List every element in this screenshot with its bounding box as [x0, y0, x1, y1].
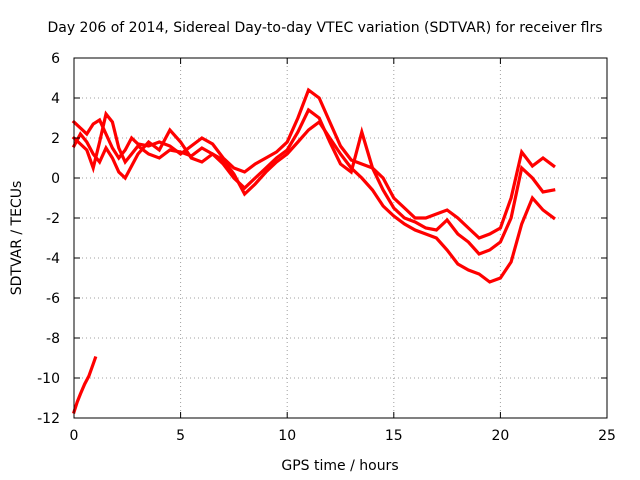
- y-tick-label: -8: [46, 331, 60, 347]
- chart-title: Day 206 of 2014, Sidereal Day-to-day VTE…: [47, 20, 602, 36]
- y-tick-label: 2: [51, 131, 60, 147]
- x-tick-label: 0: [70, 428, 79, 444]
- series-track-3: [71, 119, 556, 284]
- y-tick-label: -4: [46, 251, 60, 267]
- y-axis-label: SDTVAR / TECUs: [9, 181, 25, 296]
- series-track-1: [71, 87, 556, 240]
- y-tick-label: -10: [37, 371, 60, 387]
- y-tick-label: -12: [37, 411, 60, 427]
- x-tick-label: 10: [278, 428, 296, 444]
- plot-frame: [73, 57, 608, 419]
- series-track-2: [71, 107, 556, 256]
- y-tick-label: 4: [51, 91, 60, 107]
- y-tick-label: 0: [51, 171, 60, 187]
- x-tick-label: 15: [385, 428, 403, 444]
- x-tick-label: 25: [598, 428, 616, 444]
- x-axis-label: GPS time / hours: [281, 458, 398, 474]
- x-tick-label: 5: [176, 428, 185, 444]
- y-tick-label: 6: [51, 51, 60, 67]
- y-tick-label: -6: [46, 291, 60, 307]
- grid: [74, 58, 607, 418]
- x-tick-label: 20: [491, 428, 509, 444]
- y-tick-label: -2: [46, 211, 60, 227]
- series-early-segment: [71, 355, 98, 415]
- series-layer: [71, 87, 556, 415]
